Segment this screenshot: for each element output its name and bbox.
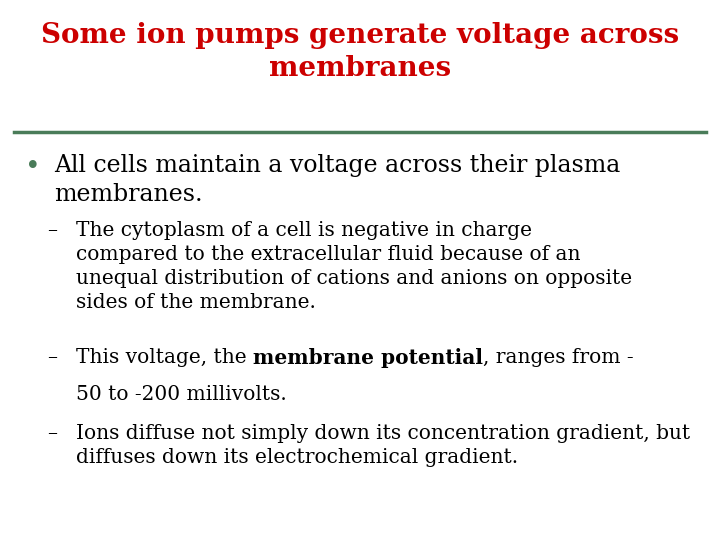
Text: Some ion pumps generate voltage across
membranes: Some ion pumps generate voltage across m… [41, 22, 679, 82]
Text: The cytoplasm of a cell is negative in charge
compared to the extracellular flui: The cytoplasm of a cell is negative in c… [76, 221, 631, 312]
Text: •: • [25, 154, 41, 179]
Text: –: – [47, 348, 57, 367]
Text: 50 to -200 millivolts.: 50 to -200 millivolts. [76, 385, 287, 404]
Text: –: – [47, 221, 57, 240]
Text: , ranges from -: , ranges from - [482, 348, 633, 367]
Text: All cells maintain a voltage across their plasma
membranes.: All cells maintain a voltage across thei… [54, 154, 620, 206]
Text: Ions diffuse not simply down its concentration gradient, but
diffuses down its e: Ions diffuse not simply down its concent… [76, 424, 690, 467]
Text: This voltage, the: This voltage, the [76, 348, 253, 367]
Text: –: – [47, 424, 57, 443]
Text: membrane potential: membrane potential [253, 348, 482, 368]
